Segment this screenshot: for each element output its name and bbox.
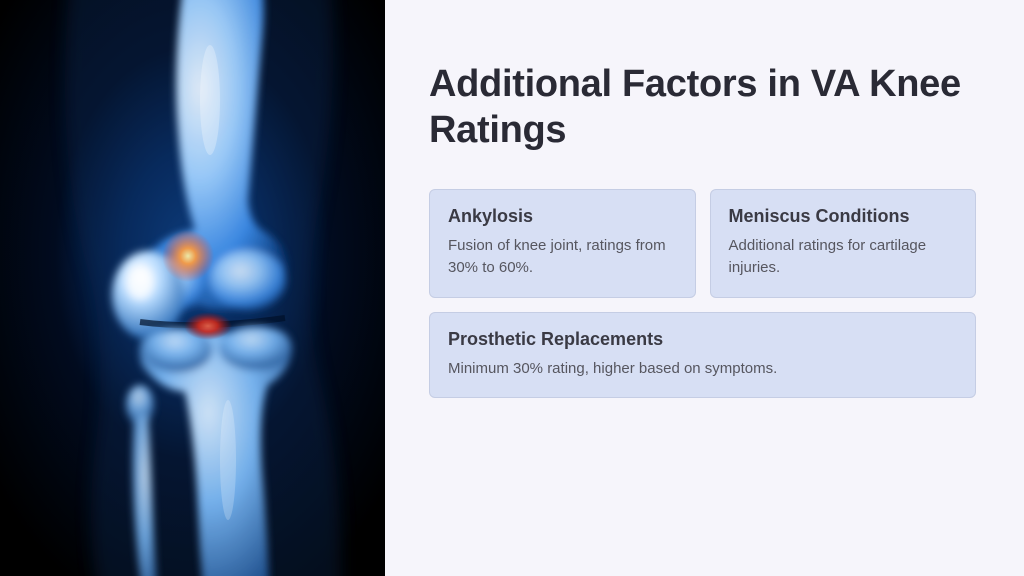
card-body: Fusion of knee joint, ratings from 30% t… [448, 235, 677, 279]
card-ankylosis: Ankylosis Fusion of knee joint, ratings … [429, 189, 696, 298]
card-title: Prosthetic Replacements [448, 329, 957, 350]
card-meniscus: Meniscus Conditions Additional ratings f… [710, 189, 977, 298]
card-prosthetic: Prosthetic Replacements Minimum 30% rati… [429, 312, 976, 399]
card-body: Additional ratings for cartilage injurie… [729, 235, 958, 279]
knee-illustration [0, 0, 385, 576]
content-panel: Additional Factors in VA Knee Ratings An… [385, 0, 1024, 576]
cards-row-top: Ankylosis Fusion of knee joint, ratings … [429, 189, 976, 298]
card-title: Ankylosis [448, 206, 677, 227]
card-title: Meniscus Conditions [729, 206, 958, 227]
page-title: Additional Factors in VA Knee Ratings [429, 62, 976, 153]
knee-xray-image [0, 0, 385, 576]
card-body: Minimum 30% rating, higher based on symp… [448, 358, 957, 380]
